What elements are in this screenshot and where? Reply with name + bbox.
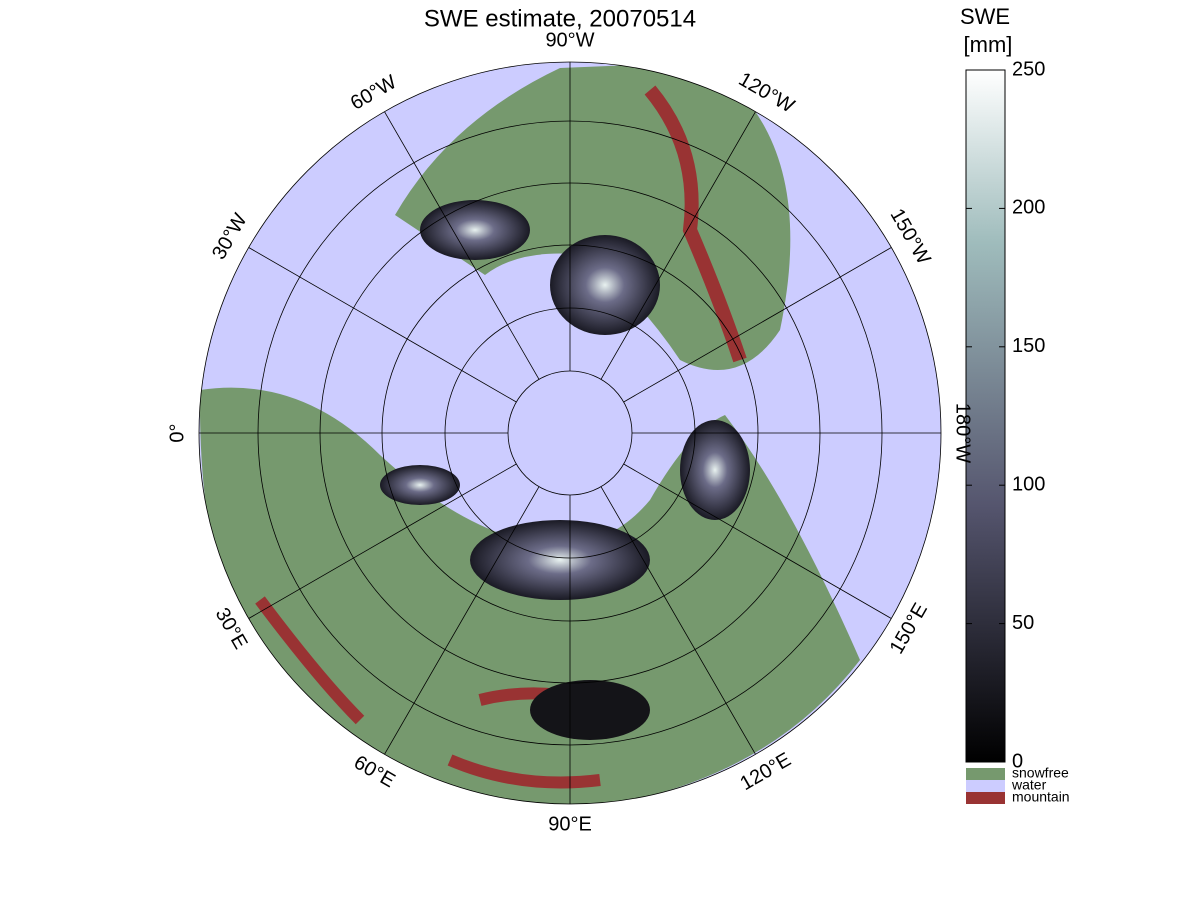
meridian	[600, 111, 756, 380]
longitude-label: 180°W	[952, 403, 974, 463]
legend-swatch	[966, 768, 1005, 780]
snow-cover	[470, 520, 650, 600]
legend-swatch	[966, 780, 1005, 792]
map-title: SWE estimate, 20070514	[424, 5, 696, 32]
longitude-label: 90°W	[545, 29, 594, 51]
meridian	[384, 486, 540, 755]
meridian	[248, 247, 517, 403]
snow-cover	[680, 420, 750, 520]
legend-label: snowfree	[1012, 765, 1069, 781]
map-area	[199, 62, 941, 804]
legend-label: water	[1011, 777, 1047, 793]
legend-swatch	[966, 792, 1005, 804]
land-north-america	[395, 62, 791, 370]
snow-cover	[380, 465, 460, 505]
meridian	[384, 111, 540, 380]
snow-cover	[530, 680, 650, 740]
colorbar-tick-label: 250	[1012, 58, 1045, 80]
colorbar-tick-label: 100	[1012, 473, 1045, 495]
meridian	[623, 247, 892, 403]
colorbar	[965, 69, 1006, 763]
legend-label: mountain	[1012, 789, 1070, 805]
mountain	[644, 85, 747, 363]
colorbar-tick-label: 200	[1012, 197, 1045, 219]
graticule	[198, 61, 942, 805]
snow-cover	[420, 200, 530, 260]
snow-cover	[550, 235, 660, 335]
longitude-label: 0°	[166, 423, 188, 442]
colorbar-tick-label: 150	[1012, 335, 1045, 357]
longitude-label: 90°E	[548, 813, 592, 835]
meridian	[248, 463, 517, 619]
colorbar-tick-label: 0	[1012, 750, 1023, 772]
colorbar-tick-label: 50	[1012, 612, 1034, 634]
colorbar-title: SWE	[960, 4, 1010, 29]
meridian	[623, 463, 892, 619]
colorbar-title: [mm]	[964, 32, 1013, 57]
meridian	[600, 486, 756, 755]
